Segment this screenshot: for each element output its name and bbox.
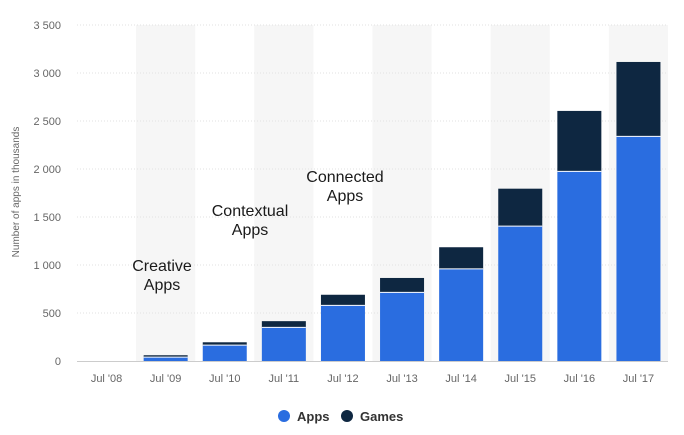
- bars: [143, 61, 661, 361]
- legend-item-apps[interactable]: Apps: [278, 409, 330, 424]
- bar-games-6[interactable]: [439, 247, 484, 269]
- y-tick-label: 3 000: [33, 68, 61, 80]
- annotation-line: Connected: [306, 169, 383, 186]
- bar-games-7[interactable]: [498, 188, 543, 227]
- y-tick-label: 3 500: [33, 20, 61, 32]
- bar-games-2[interactable]: [202, 342, 247, 346]
- x-tick-label: Jul '16: [564, 373, 595, 385]
- x-tick-label: Jul '09: [150, 373, 181, 385]
- bar-apps-9[interactable]: [616, 136, 661, 361]
- bar-games-9[interactable]: [616, 61, 661, 137]
- x-tick-label: Jul '08: [91, 373, 122, 385]
- y-tick-label: 2 000: [33, 164, 61, 176]
- legend-label: Apps: [297, 409, 330, 424]
- x-axis-ticks: Jul '08 Jul '09 Jul '10 Jul '11 Jul '12 Jul '…: [91, 373, 654, 385]
- x-tick-label: Jul '14: [445, 373, 476, 385]
- bar-games-4[interactable]: [320, 294, 365, 306]
- x-tick-label: Jul '10: [209, 373, 240, 385]
- band-3: [254, 25, 314, 361]
- legend-label: Games: [360, 409, 403, 424]
- x-tick-label: Jul '13: [386, 373, 417, 385]
- bar-apps-5[interactable]: [380, 292, 425, 361]
- legend-marker: [278, 410, 290, 422]
- legend: Apps Games: [278, 409, 403, 424]
- x-tick-label: Jul '15: [505, 373, 536, 385]
- bar-games-1[interactable]: [143, 355, 188, 358]
- y-tick-label: 1 500: [33, 212, 61, 224]
- annotations: Creative Apps Contextual Apps Connected Apps: [132, 169, 383, 294]
- x-tick-label: Jul '11: [269, 373, 300, 385]
- y-axis-label: Number of apps in thousands: [11, 127, 22, 258]
- annotation-connected: Connected Apps: [306, 169, 383, 205]
- bar-games-3[interactable]: [261, 321, 306, 328]
- legend-item-games[interactable]: Games: [341, 409, 403, 424]
- annotation-line: Apps: [144, 277, 180, 294]
- y-axis-ticks: 0 500 1 000 1 500 2 000 2 500 3 000 3 500: [33, 20, 61, 368]
- band-1: [136, 25, 196, 361]
- bar-apps-2[interactable]: [202, 345, 247, 361]
- annotation-line: Contextual: [212, 203, 289, 220]
- y-tick-label: 500: [43, 308, 61, 320]
- y-tick-label: 0: [55, 356, 61, 368]
- bar-games-8[interactable]: [557, 110, 602, 172]
- annotation-creative: Creative Apps: [132, 258, 192, 294]
- y-tick-label: 1 000: [33, 260, 61, 272]
- x-tick-label: Jul '12: [327, 373, 358, 385]
- bar-apps-4[interactable]: [320, 305, 365, 361]
- bar-apps-6[interactable]: [439, 268, 484, 361]
- annotation-contextual: Contextual Apps: [212, 203, 289, 239]
- bar-apps-3[interactable]: [261, 327, 306, 361]
- x-tick-label: Jul '17: [623, 373, 654, 385]
- annotation-line: Apps: [232, 222, 268, 239]
- legend-marker: [341, 410, 353, 422]
- bar-apps-7[interactable]: [498, 226, 543, 361]
- y-tick-label: 2 500: [33, 116, 61, 128]
- bar-apps-8[interactable]: [557, 171, 602, 361]
- annotation-line: Apps: [327, 188, 363, 205]
- annotation-line: Creative: [132, 258, 192, 275]
- bar-apps-1[interactable]: [143, 357, 188, 361]
- bar-games-5[interactable]: [380, 277, 425, 293]
